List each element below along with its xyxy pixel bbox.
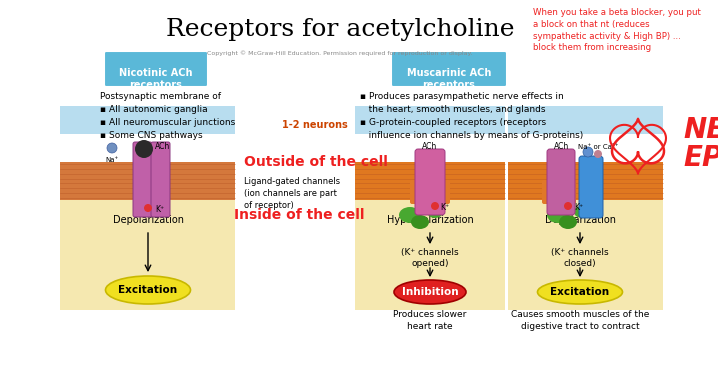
Text: Na⁺ or Ca²⁺: Na⁺ or Ca²⁺ — [578, 144, 618, 150]
Text: EP: EP — [683, 144, 718, 172]
Ellipse shape — [399, 207, 421, 223]
Ellipse shape — [411, 215, 429, 229]
FancyBboxPatch shape — [579, 156, 603, 218]
Ellipse shape — [394, 280, 466, 304]
Bar — [508, 200, 663, 310]
Circle shape — [107, 143, 117, 153]
Text: Inside of the cell: Inside of the cell — [234, 208, 365, 222]
Bar — [60, 106, 235, 134]
Text: Na⁺: Na⁺ — [106, 157, 118, 163]
Ellipse shape — [574, 206, 590, 218]
Text: ACh: ACh — [422, 142, 438, 151]
Text: Copyright © McGraw-Hill Education. Permission required for reproduction or displ: Copyright © McGraw-Hill Education. Permi… — [208, 50, 472, 56]
Text: Postsynaptic membrane of
▪ All autonomic ganglia
▪ All neuromuscular junctions
▪: Postsynaptic membrane of ▪ All autonomic… — [100, 92, 236, 139]
Circle shape — [564, 202, 572, 210]
Circle shape — [431, 202, 439, 210]
Text: NE: NE — [683, 116, 718, 144]
Text: Produces slower
heart rate: Produces slower heart rate — [393, 310, 467, 331]
Circle shape — [135, 140, 153, 158]
Bar — [508, 106, 663, 134]
Text: Ligand-gated channels
(ion channels are part
of receptor): Ligand-gated channels (ion channels are … — [244, 177, 340, 210]
FancyBboxPatch shape — [410, 180, 450, 204]
Text: (K⁺ channels
opened): (K⁺ channels opened) — [401, 248, 459, 268]
FancyBboxPatch shape — [547, 149, 575, 215]
Text: Depolarization: Depolarization — [113, 215, 184, 225]
Bar — [60, 200, 235, 310]
Ellipse shape — [106, 276, 190, 304]
FancyBboxPatch shape — [151, 142, 170, 217]
Ellipse shape — [427, 206, 443, 218]
Text: Outside of the cell: Outside of the cell — [244, 155, 388, 169]
Ellipse shape — [559, 215, 577, 229]
Ellipse shape — [538, 280, 623, 304]
Text: Muscarinic ACh
receptors: Muscarinic ACh receptors — [407, 68, 491, 91]
Text: Nicotinic ACh
receptors: Nicotinic ACh receptors — [119, 68, 192, 91]
Ellipse shape — [547, 207, 569, 223]
Text: 1-2 neurons: 1-2 neurons — [282, 120, 348, 130]
Text: ACh: ACh — [155, 142, 170, 151]
Text: ▪ Produces parasympathetic nerve effects in
   the heart, smooth muscles, and gl: ▪ Produces parasympathetic nerve effects… — [360, 92, 583, 139]
Bar — [60, 162, 235, 200]
FancyBboxPatch shape — [133, 142, 152, 217]
Text: Receptors for acetylcholine: Receptors for acetylcholine — [166, 18, 514, 41]
Circle shape — [583, 147, 593, 157]
Bar — [355, 200, 505, 310]
Bar — [508, 162, 663, 200]
Text: K⁺: K⁺ — [440, 204, 449, 213]
Bar — [355, 106, 505, 134]
FancyBboxPatch shape — [104, 51, 208, 87]
Text: Causes smooth muscles of the
digestive tract to contract: Causes smooth muscles of the digestive t… — [510, 310, 649, 331]
Text: K⁺: K⁺ — [574, 204, 583, 213]
Text: ACh: ACh — [554, 142, 569, 151]
FancyBboxPatch shape — [391, 51, 507, 87]
Text: Depolarization: Depolarization — [544, 215, 615, 225]
Text: When you take a beta blocker, you put
a block on that nt (reduces
sympathetic ac: When you take a beta blocker, you put a … — [533, 8, 701, 52]
Text: Excitation: Excitation — [551, 287, 610, 297]
Circle shape — [144, 204, 152, 212]
Text: Hyperpolarization: Hyperpolarization — [386, 215, 473, 225]
Circle shape — [594, 150, 602, 158]
Text: (K⁺ channels
closed): (K⁺ channels closed) — [551, 248, 609, 268]
Text: Inhibition: Inhibition — [401, 287, 458, 297]
Text: K⁺: K⁺ — [155, 205, 164, 215]
FancyBboxPatch shape — [415, 149, 445, 215]
FancyBboxPatch shape — [542, 180, 576, 204]
Text: Excitation: Excitation — [118, 285, 177, 295]
Bar — [355, 162, 505, 200]
